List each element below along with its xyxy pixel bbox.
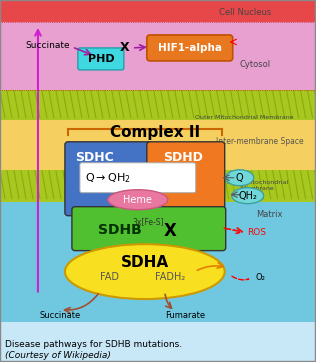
Text: 3x[Fe-S]: 3x[Fe-S] xyxy=(132,217,164,226)
Text: FADH₂: FADH₂ xyxy=(155,272,185,282)
Text: Succinate: Succinate xyxy=(39,311,81,320)
Text: Cytosol: Cytosol xyxy=(239,60,270,69)
Text: X: X xyxy=(163,222,176,240)
FancyArrowPatch shape xyxy=(232,276,249,280)
Text: SDHA: SDHA xyxy=(121,255,169,270)
Text: SDHD: SDHD xyxy=(163,151,203,164)
FancyBboxPatch shape xyxy=(147,35,233,61)
Ellipse shape xyxy=(65,244,225,299)
Ellipse shape xyxy=(226,170,254,186)
Text: Heme: Heme xyxy=(123,195,152,205)
Text: PHD: PHD xyxy=(88,54,114,64)
Text: Cell Nucleus: Cell Nucleus xyxy=(219,8,271,17)
Ellipse shape xyxy=(108,190,168,210)
Text: Inter-membrane Space: Inter-membrane Space xyxy=(216,137,303,146)
FancyBboxPatch shape xyxy=(0,170,316,202)
Ellipse shape xyxy=(232,188,264,204)
Text: Fumarate: Fumarate xyxy=(165,311,205,320)
Text: Inner Mitochondrial
Membrane: Inner Mitochondrial Membrane xyxy=(227,180,288,191)
Text: SDHB: SDHB xyxy=(98,223,142,237)
Text: HIF1-alpha: HIF1-alpha xyxy=(158,43,222,53)
FancyBboxPatch shape xyxy=(0,322,316,363)
Text: Succinate: Succinate xyxy=(26,41,70,50)
Text: X: X xyxy=(120,41,130,54)
Text: Outer Mitochondrial Membrane: Outer Mitochondrial Membrane xyxy=(195,115,294,120)
Text: O₂: O₂ xyxy=(256,273,265,282)
FancyBboxPatch shape xyxy=(0,202,316,322)
FancyBboxPatch shape xyxy=(0,0,316,22)
Text: Matrix: Matrix xyxy=(256,210,283,219)
FancyBboxPatch shape xyxy=(65,142,153,216)
Text: QH₂: QH₂ xyxy=(238,191,257,201)
FancyBboxPatch shape xyxy=(72,207,226,250)
Text: ROS: ROS xyxy=(247,228,266,237)
Text: Disease pathways for SDHB mutations.: Disease pathways for SDHB mutations. xyxy=(5,339,182,348)
Text: Complex II: Complex II xyxy=(110,125,200,140)
Text: Q$\rightarrow$QH$_2$: Q$\rightarrow$QH$_2$ xyxy=(85,171,131,185)
FancyBboxPatch shape xyxy=(0,22,316,90)
Text: Q: Q xyxy=(236,173,244,183)
Text: SDHC: SDHC xyxy=(76,151,114,164)
FancyBboxPatch shape xyxy=(0,90,316,120)
FancyBboxPatch shape xyxy=(78,48,124,70)
FancyBboxPatch shape xyxy=(147,142,225,216)
FancyBboxPatch shape xyxy=(80,163,196,193)
FancyBboxPatch shape xyxy=(0,120,316,170)
Text: (Courtesy of Wikipedia): (Courtesy of Wikipedia) xyxy=(5,351,111,360)
Text: FAD: FAD xyxy=(100,272,119,282)
